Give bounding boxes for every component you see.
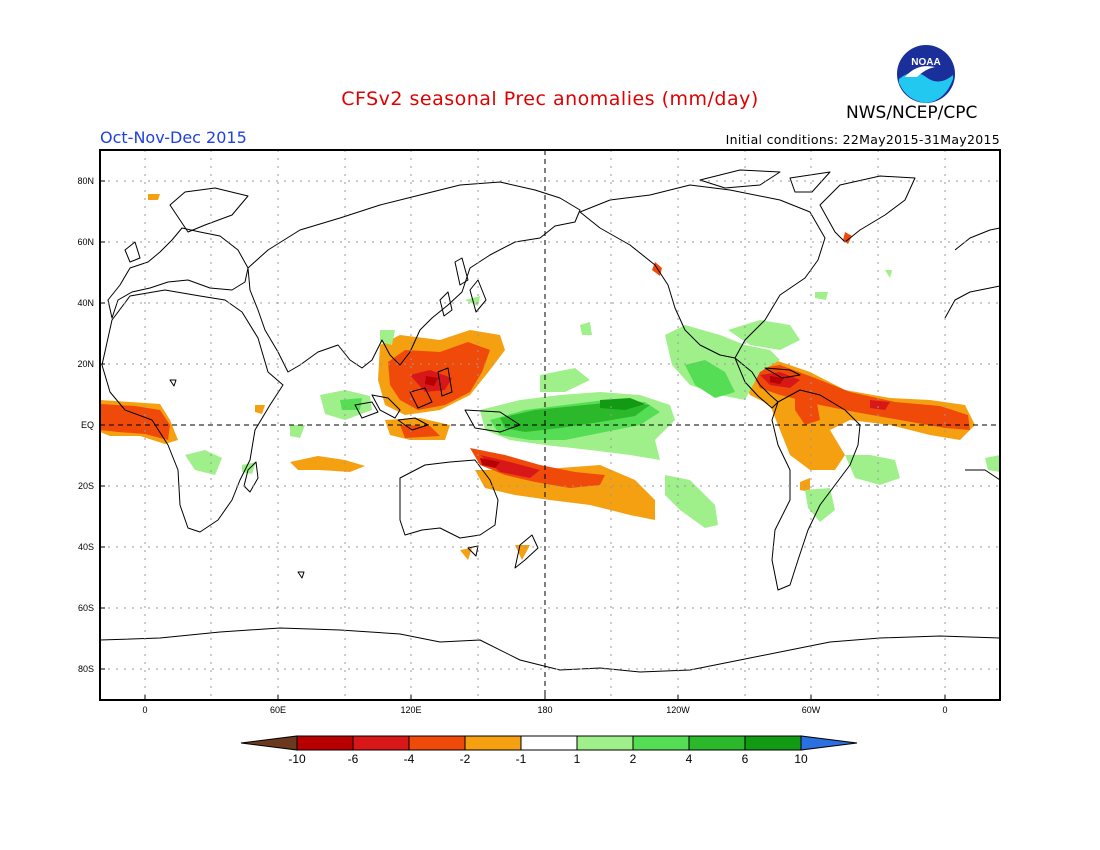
lat-label: EQ: [81, 420, 94, 430]
reference-lines: [100, 150, 1000, 700]
colorbar-swatch: [520, 735, 578, 751]
season-label: Oct-Nov-Dec 2015: [100, 128, 247, 147]
lon-label: 0: [942, 705, 947, 715]
colorbar-swatch: [352, 735, 410, 751]
lon-label: 0: [142, 705, 147, 715]
colorbar-labels: -10 -6 -4 -2 -1 1 2 4 6 10: [288, 752, 808, 766]
lon-label: 120W: [666, 705, 690, 715]
lat-label: 20S: [78, 481, 94, 491]
agency-label: NWS/NCEP/CPC: [846, 103, 978, 123]
lon-labels: 0 60E 120E 180 120W 60W 0: [142, 705, 947, 715]
colorbar-label: 10: [794, 752, 808, 766]
colorbar-label: 6: [742, 752, 749, 766]
colorbar-label: -10: [288, 752, 306, 766]
colorbar-label: -4: [404, 752, 415, 766]
colorbar-arrow-low: [240, 735, 298, 751]
axis-ticks: [100, 180, 946, 700]
colorbar-label: -2: [460, 752, 471, 766]
colorbar-swatch: [744, 735, 802, 751]
lat-label: 40S: [78, 542, 94, 552]
colorbar-label: 1: [574, 752, 581, 766]
lon-label: 120E: [400, 705, 421, 715]
lat-labels: 80N 60N 40N 20N EQ 20S 40S 60S 80S: [77, 176, 94, 674]
lon-label: 60W: [802, 705, 821, 715]
map-canvas: [100, 150, 1000, 700]
lon-label: 180: [537, 705, 552, 715]
colorbar-swatch: [632, 735, 690, 751]
colorbar-label: 2: [630, 752, 637, 766]
lat-label: 40N: [77, 298, 94, 308]
colorbar: [240, 735, 858, 751]
lat-label: 80N: [77, 176, 94, 186]
colorbar-label: -1: [516, 752, 527, 766]
colorbar-label: 4: [686, 752, 693, 766]
colorbar-swatch: [576, 735, 634, 751]
colorbar-swatch: [408, 735, 466, 751]
lon-label: 60E: [270, 705, 286, 715]
graticule: [100, 150, 1000, 700]
lat-label: 20N: [77, 359, 94, 369]
logo-text: NOAA: [911, 57, 940, 68]
colorbar-swatch: [296, 735, 354, 751]
initial-conditions-label: Initial conditions: 22May2015-31May2015: [725, 132, 1000, 147]
colorbar-arrow-high: [800, 735, 858, 751]
colorbar-swatch: [464, 735, 522, 751]
coastlines: [100, 169, 1000, 673]
map-title: CFSv2 seasonal Prec anomalies (mm/day): [341, 88, 759, 110]
colorbar-swatch: [688, 735, 746, 751]
noaa-logo-icon: NOAA: [897, 45, 955, 103]
lat-label: 80S: [78, 664, 94, 674]
lat-label: 60S: [78, 603, 94, 613]
lat-label: 60N: [77, 237, 94, 247]
colorbar-label: -6: [348, 752, 359, 766]
